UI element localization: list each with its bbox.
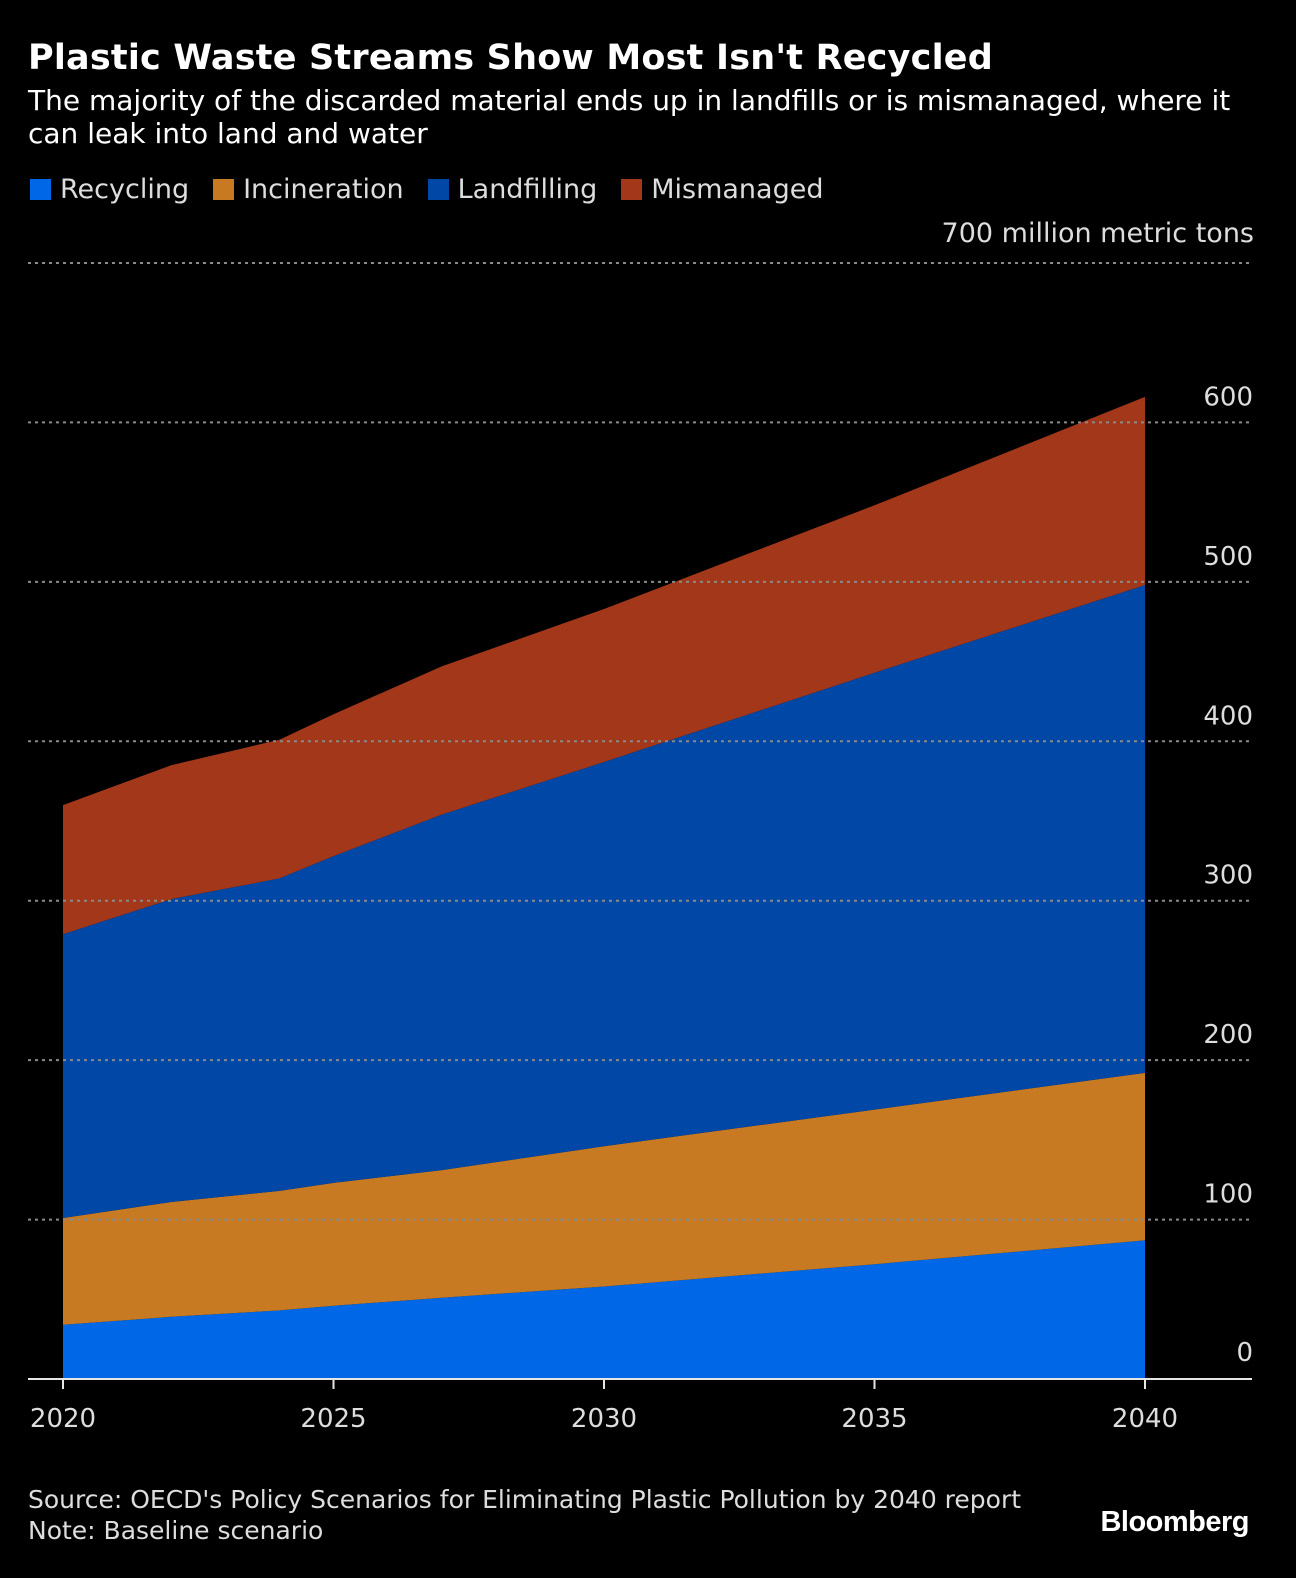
bloomberg-logo: Bloomberg bbox=[1100, 1506, 1249, 1538]
legend-swatch-landfilling bbox=[427, 179, 449, 200]
note-text: Note: Baseline scenario bbox=[28, 1516, 324, 1545]
area-mismanaged bbox=[63, 396, 1145, 935]
x-tick-label-2040: 2040 bbox=[1112, 1404, 1178, 1434]
legend-swatch-recycling bbox=[30, 179, 51, 200]
y-tick-label-500: 500 bbox=[1203, 542, 1253, 572]
area-incineration bbox=[63, 1072, 1145, 1325]
y-tick-label-0: 0 bbox=[1236, 1338, 1253, 1368]
chart-subtitle: The majority of the discarded material e… bbox=[28, 84, 1231, 150]
source-text: Source: OECD's Policy Scenarios for Elim… bbox=[28, 1485, 1022, 1514]
legend-swatch-incineration bbox=[213, 179, 235, 200]
x-tick-label-2035: 2035 bbox=[841, 1404, 907, 1434]
footer-notes: Source: OECD's Policy Scenarios for Elim… bbox=[28, 1484, 1021, 1546]
y-tick-label-200: 200 bbox=[1203, 1020, 1253, 1050]
legend-item-recycling: Recycling bbox=[30, 174, 189, 205]
x-tick-label-2030: 2030 bbox=[571, 1404, 637, 1434]
x-tick-label-2020: 2020 bbox=[30, 1404, 96, 1434]
legend-item-landfilling: Landfilling bbox=[427, 174, 598, 205]
y-tick-label-600: 600 bbox=[1203, 382, 1253, 412]
chart-title: Plastic Waste Streams Show Most Isn't Re… bbox=[28, 38, 993, 78]
y-axis-unit-label: 700 million metric tons bbox=[941, 218, 1254, 249]
legend-label-recycling: Recycling bbox=[60, 174, 190, 205]
y-tick-label-400: 400 bbox=[1203, 701, 1253, 731]
area-recycling bbox=[63, 1240, 1145, 1379]
y-tick-label-300: 300 bbox=[1203, 861, 1253, 891]
legend-swatch-mismanaged bbox=[621, 179, 643, 200]
legend-label-mismanaged: Mismanaged bbox=[651, 174, 824, 205]
x-tick-label-2025: 2025 bbox=[300, 1404, 366, 1434]
legend: Recycling Incineration Landfilling Misma… bbox=[30, 174, 847, 205]
legend-label-landfilling: Landfilling bbox=[457, 174, 598, 205]
legend-item-incineration: Incineration bbox=[213, 174, 404, 205]
y-tick-label-100: 100 bbox=[1203, 1180, 1253, 1210]
legend-label-incineration: Incineration bbox=[243, 174, 404, 205]
legend-item-mismanaged: Mismanaged bbox=[621, 174, 823, 205]
